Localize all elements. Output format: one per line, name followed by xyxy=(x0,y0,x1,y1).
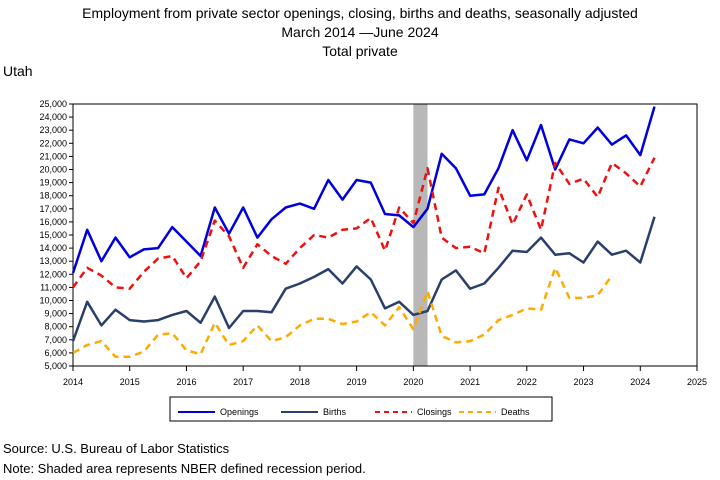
x-tick-label: 2022 xyxy=(517,377,537,387)
series-line-closings xyxy=(71,157,656,290)
y-tick-label: 14,000 xyxy=(39,243,67,253)
y-tick-label: 20,000 xyxy=(39,165,67,175)
y-tick-label: 18,000 xyxy=(39,191,67,201)
x-tick-label: 2025 xyxy=(687,377,707,387)
y-tick-label: 10,000 xyxy=(39,296,67,306)
x-tick-label: 2016 xyxy=(176,377,196,387)
y-tick-label: 11,000 xyxy=(40,282,67,292)
y-tick-label: 12,000 xyxy=(39,269,67,279)
y-tick-label: 16,000 xyxy=(39,217,67,227)
y-tick-label: 8,000 xyxy=(44,322,67,332)
y-tick-label: 19,000 xyxy=(39,178,67,188)
x-tick-label: 2014 xyxy=(63,377,83,387)
x-tick-label: 2020 xyxy=(403,377,423,387)
chart-title-line-3: Total private xyxy=(322,43,398,59)
y-tick-label: 22,000 xyxy=(39,138,67,148)
series-line-openings xyxy=(71,106,656,274)
line-chart: 5,000 6,000 7,000 8,000 9,000 10,000 11,000 12,… xyxy=(39,99,707,422)
legend-label-deaths: Deaths xyxy=(501,407,530,417)
panel-label: Utah xyxy=(3,63,33,79)
legend-label-births: Births xyxy=(323,407,347,417)
recession-note: Note: Shaded area represents NBER define… xyxy=(3,461,366,476)
y-tick-label: 17,000 xyxy=(39,204,67,214)
legend-label-closings: Closings xyxy=(417,407,452,417)
legend-box xyxy=(169,396,553,422)
legend-label-openings: Openings xyxy=(220,407,259,417)
x-tick-label: 2024 xyxy=(630,377,650,387)
recession-band xyxy=(413,104,428,366)
x-tick-label: 2017 xyxy=(233,377,253,387)
y-tick-label: 23,000 xyxy=(39,125,67,135)
y-tick-label: 15,000 xyxy=(39,230,67,240)
y-tick-label: 21,000 xyxy=(39,151,67,161)
y-tick-label: 13,000 xyxy=(39,256,67,266)
x-tick-label: 2019 xyxy=(347,377,367,387)
series-line-deaths xyxy=(72,266,613,359)
x-tick-label: 2023 xyxy=(574,377,594,387)
y-tick-label: 24,000 xyxy=(39,112,67,122)
y-tick-label: 5,000 xyxy=(44,361,67,371)
chart-title-line-2: March 2014 —June 2024 xyxy=(281,24,439,40)
y-tick-label: 9,000 xyxy=(44,309,67,319)
x-tick-label: 2018 xyxy=(290,377,310,387)
x-tick-label: 2021 xyxy=(460,377,480,387)
source-note: Source: U.S. Bureau of Labor Statistics xyxy=(3,441,230,456)
y-tick-label: 6,000 xyxy=(44,348,67,358)
series-line-births xyxy=(71,216,656,342)
y-tick-label: 7,000 xyxy=(44,335,67,345)
chart-title-line-1: Employment from private sector openings,… xyxy=(82,5,638,21)
y-tick-label: 25,000 xyxy=(39,99,67,109)
x-tick-label: 2015 xyxy=(120,377,140,387)
